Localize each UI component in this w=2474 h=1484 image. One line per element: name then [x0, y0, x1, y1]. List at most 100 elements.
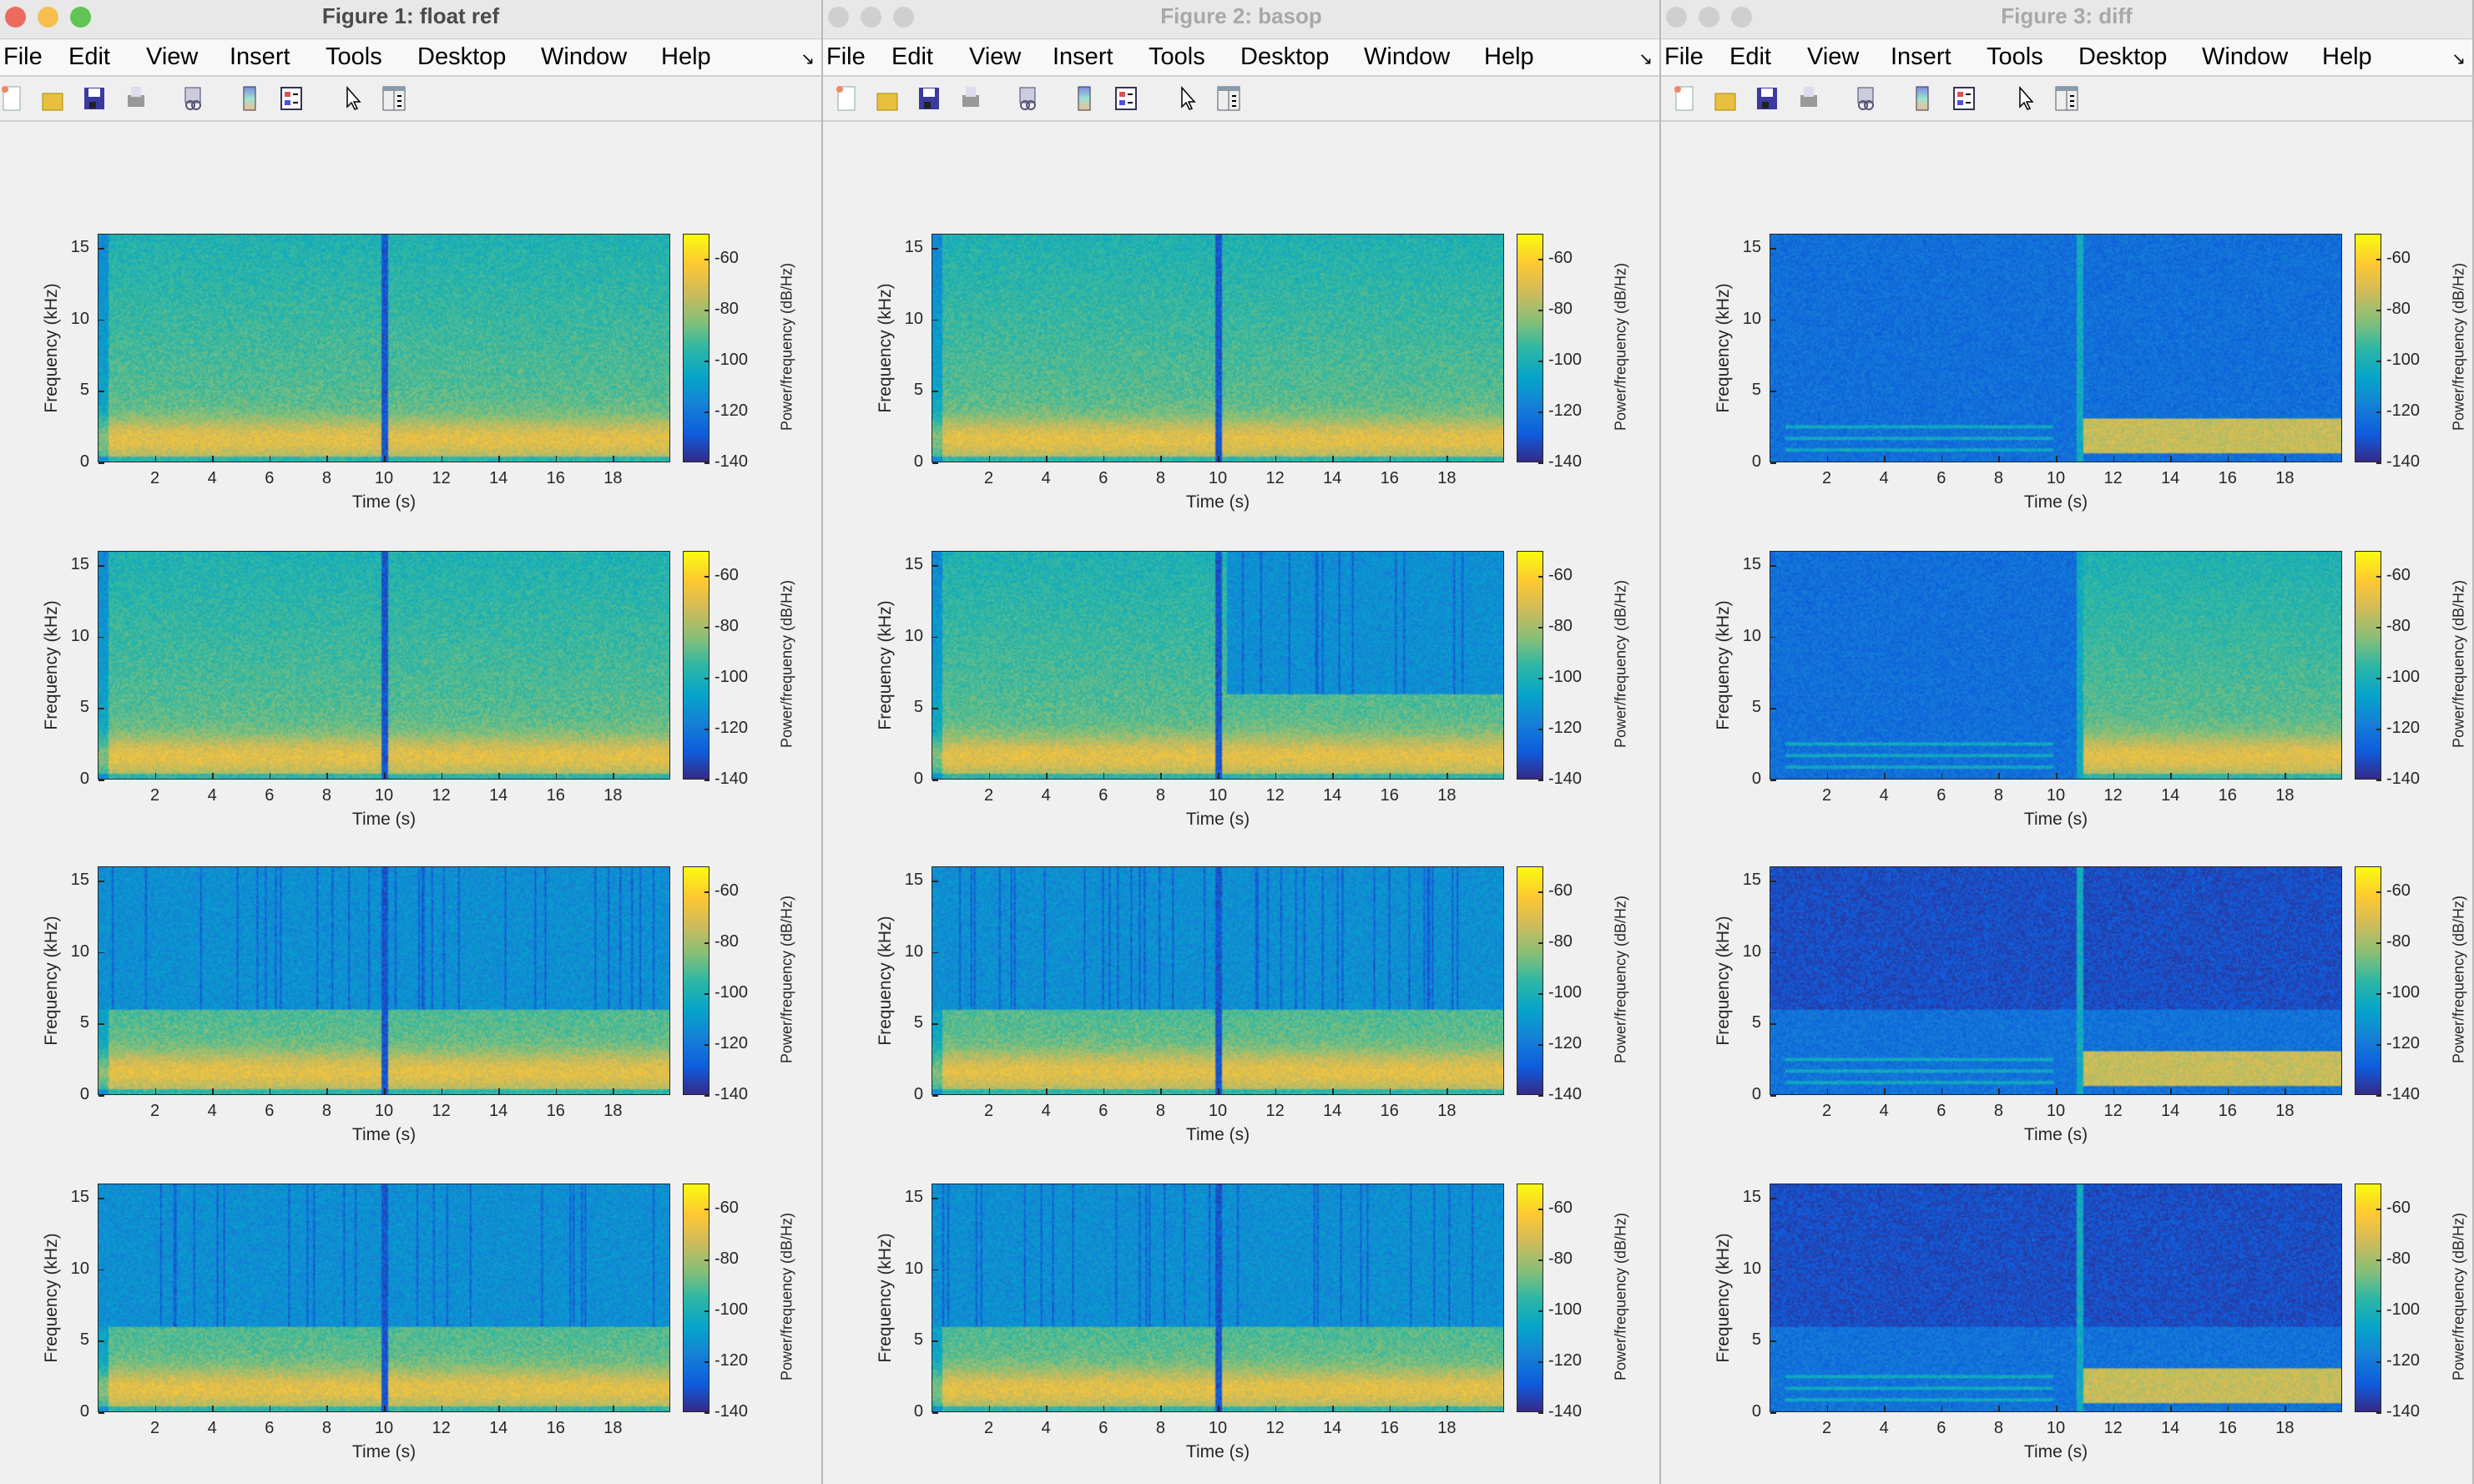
colorbar-tick-mark — [2376, 780, 2381, 781]
save-icon[interactable] — [82, 85, 107, 112]
x-tick-mark — [2056, 773, 2057, 779]
save-icon[interactable] — [1755, 85, 1780, 112]
colorbar-tick-label: -80 — [714, 1249, 739, 1269]
title-bar: Figure 3: diff — [1661, 0, 2472, 39]
x-tick-mark — [442, 1088, 443, 1094]
colorbar-tick-label: -100 — [1548, 668, 1582, 687]
x-tick-label: 14 — [1315, 1419, 1349, 1438]
new-figure-icon[interactable] — [0, 85, 25, 112]
colorbar-tick-mark — [1538, 576, 1543, 578]
new-figure-icon[interactable] — [835, 85, 860, 112]
open-file-icon[interactable] — [1713, 85, 1738, 112]
link-plot-icon[interactable] — [180, 85, 205, 112]
x-tick-mark — [1332, 1088, 1334, 1094]
toolbar-overflow-icon[interactable]: ↘ — [1638, 48, 1653, 69]
menu-desktop[interactable]: Desktop — [417, 43, 506, 71]
x-tick-label: 6 — [1925, 1419, 1958, 1438]
y-tick-mark — [932, 320, 938, 321]
new-figure-icon[interactable] — [1673, 85, 1698, 112]
menu-help[interactable]: Help — [1484, 43, 1534, 71]
menu-edit[interactable]: Edit — [891, 43, 933, 71]
menu-tools[interactable]: Tools — [326, 43, 382, 71]
x-tick-label: 16 — [2211, 1419, 2244, 1438]
print-icon[interactable] — [958, 85, 983, 112]
menu-desktop[interactable]: Desktop — [2078, 43, 2167, 71]
y-tick-label: 15 — [890, 1188, 923, 1207]
x-tick-mark — [613, 1406, 614, 1411]
link-plot-icon[interactable] — [1015, 85, 1040, 112]
colorbar-tick-label: -120 — [2386, 401, 2420, 421]
property-inspector-icon[interactable] — [2053, 85, 2078, 112]
colorbar-tick-label: -60 — [714, 566, 739, 585]
colorbar-tick-label: -100 — [714, 983, 748, 1002]
x-tick-label: 6 — [1087, 1419, 1120, 1438]
menu-file[interactable]: File — [3, 43, 43, 71]
x-tick-mark — [2113, 1406, 2115, 1411]
x-tick-mark — [442, 456, 443, 462]
edit-plot-pointer-icon[interactable] — [1175, 85, 1200, 112]
colorbar-tick-label: -140 — [1548, 1402, 1582, 1421]
link-plot-icon[interactable] — [1853, 85, 1878, 112]
edit-plot-pointer-icon[interactable] — [341, 85, 366, 112]
toolbar-overflow-icon[interactable]: ↘ — [800, 48, 815, 69]
x-tick-label: 8 — [1144, 786, 1177, 805]
menu-tools[interactable]: Tools — [1987, 43, 2043, 71]
menu-tools[interactable]: Tools — [1149, 43, 1205, 71]
edit-plot-pointer-icon[interactable] — [2013, 85, 2038, 112]
menu-view[interactable]: View — [969, 43, 1021, 71]
menu-help[interactable]: Help — [661, 43, 711, 71]
insert-legend-icon[interactable] — [279, 85, 304, 112]
menu-view[interactable]: View — [1807, 43, 1859, 71]
colorbar-tick-mark — [1538, 1412, 1543, 1414]
colorbar-tick-mark — [1538, 678, 1543, 679]
spectrogram-image — [98, 552, 669, 779]
menu-insert[interactable]: Insert — [1053, 43, 1113, 71]
property-inspector-icon[interactable] — [381, 85, 406, 112]
save-icon[interactable] — [916, 85, 942, 112]
print-icon[interactable] — [124, 85, 149, 112]
x-tick-mark — [155, 1088, 157, 1094]
menu-edit[interactable]: Edit — [68, 43, 110, 71]
colorbar-tick-mark — [1538, 259, 1543, 260]
open-file-icon[interactable] — [40, 85, 65, 112]
y-axis-label: Frequency (kHz) — [876, 897, 896, 1064]
colorbar-tick-label: -100 — [1548, 983, 1582, 1002]
property-inspector-icon[interactable] — [1215, 85, 1240, 112]
x-tick-label: 8 — [310, 1102, 343, 1121]
x-tick-label: 14 — [2153, 1419, 2187, 1438]
open-file-icon[interactable] — [875, 85, 900, 112]
insert-colorbar-icon[interactable] — [1072, 85, 1097, 112]
x-tick-mark — [326, 1406, 328, 1411]
menu-window[interactable]: Window — [1364, 43, 1450, 71]
menu-window[interactable]: Window — [2202, 43, 2288, 71]
menu-view[interactable]: View — [146, 43, 198, 71]
spectrogram-axes — [932, 866, 1504, 1095]
menu-desktop[interactable]: Desktop — [1240, 43, 1329, 71]
menu-file[interactable]: File — [1664, 43, 1704, 71]
menu-insert[interactable]: Insert — [230, 43, 290, 71]
x-tick-mark — [384, 1088, 386, 1094]
print-icon[interactable] — [1796, 85, 1821, 112]
x-tick-label: 4 — [195, 1419, 229, 1438]
menu-insert[interactable]: Insert — [1891, 43, 1951, 71]
menu-window[interactable]: Window — [541, 43, 627, 71]
menu-help[interactable]: Help — [2322, 43, 2372, 71]
x-tick-mark — [498, 1088, 500, 1094]
x-tick-mark — [1046, 773, 1048, 779]
x-tick-label: 2 — [139, 786, 172, 805]
toolbar-overflow-icon[interactable]: ↘ — [2451, 48, 2466, 69]
menu-edit[interactable]: Edit — [1729, 43, 1771, 71]
x-tick-label: 2 — [1810, 1419, 1844, 1438]
insert-legend-icon[interactable] — [1951, 85, 1977, 112]
x-tick-label: 6 — [253, 469, 286, 488]
y-tick-mark — [98, 1023, 104, 1025]
colorbar-tick-mark — [704, 1044, 709, 1046]
colorbar-tick-mark — [1538, 1361, 1543, 1363]
y-tick-mark — [1770, 637, 1776, 639]
menu-file[interactable]: File — [826, 43, 866, 71]
insert-colorbar-icon[interactable] — [237, 85, 262, 112]
colorbar — [683, 866, 709, 1095]
x-tick-mark — [1390, 456, 1391, 462]
insert-legend-icon[interactable] — [1113, 85, 1139, 112]
insert-colorbar-icon[interactable] — [1910, 85, 1935, 112]
